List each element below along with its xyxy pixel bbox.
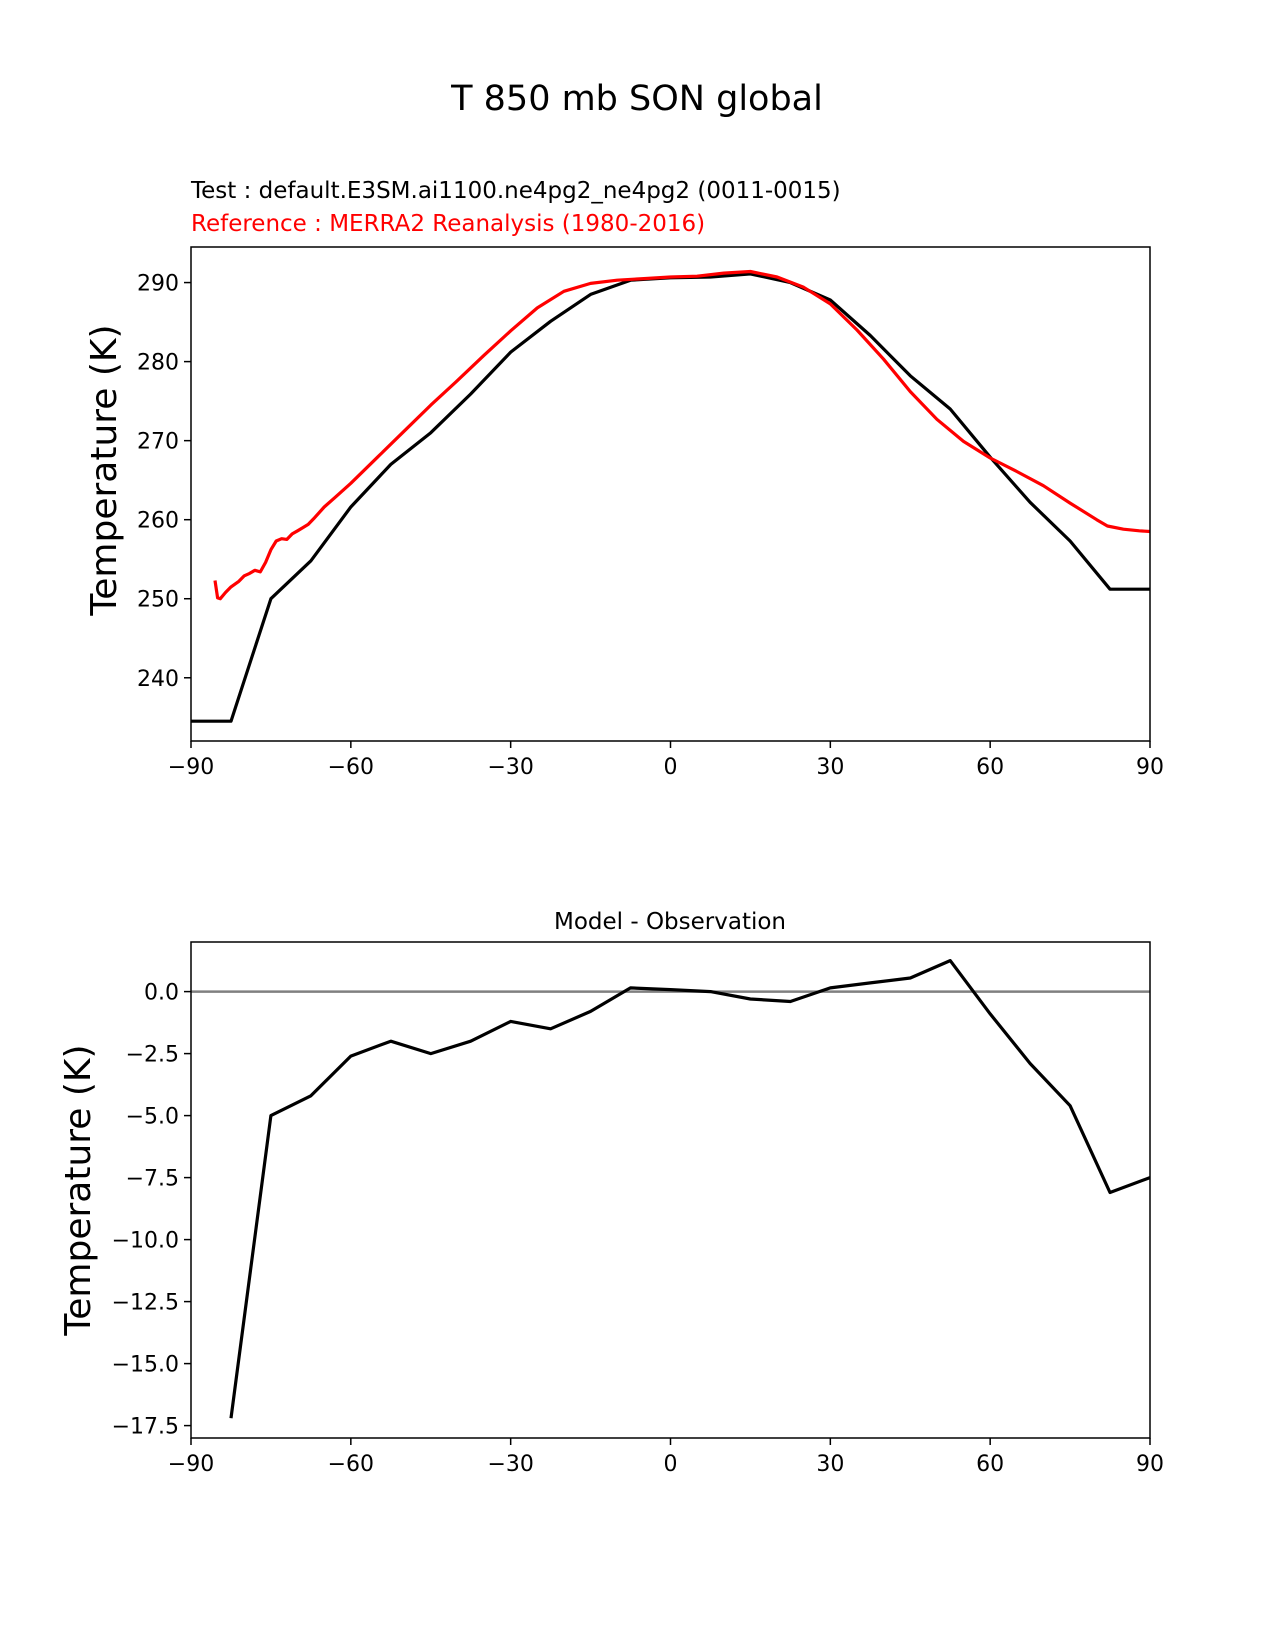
top-x-tick-label: −30 — [487, 755, 533, 780]
top-ticks: −90 −60 −30 0 30 60 90 240 250 260 270 280 290 — [137, 272, 1164, 780]
top-y-tick-label: 250 — [137, 588, 179, 613]
top-y-axis-label: Temperature (K) — [84, 324, 125, 616]
bottom-y-tick-label: 0.0 — [144, 981, 179, 1006]
bottom-x-tick-label: 90 — [1136, 1452, 1164, 1477]
top-x-tick-label: −90 — [168, 755, 214, 780]
top-y-tick-label: 270 — [137, 430, 179, 455]
bottom-series — [191, 958, 1151, 1419]
bottom-x-tick-label: 30 — [816, 1452, 844, 1477]
top-x-tick-label: 0 — [664, 755, 678, 780]
bottom-x-tick-label: −60 — [328, 1452, 374, 1477]
top-y-tick-label: 290 — [137, 272, 179, 297]
bottom-panel: Model - Observation Temperature (K) −90−… — [58, 909, 1164, 1477]
bottom-x-tick-label: 0 — [664, 1452, 678, 1477]
bottom-y-tick-label: −15.0 — [112, 1353, 179, 1378]
top-x-tick-label: 30 — [816, 755, 844, 780]
reference-label: Reference : MERRA2 Reanalysis (1980-2016… — [191, 211, 705, 237]
top-x-tick-label: 90 — [1136, 755, 1164, 780]
bottom-title: Model - Observation — [554, 909, 786, 935]
test-label: Test : default.E3SM.ai1100.ne4pg2_ne4pg2… — [190, 178, 841, 204]
bottom-y-axis-label: Temperature (K) — [58, 1044, 99, 1336]
bottom-y-tick-label: −10.0 — [112, 1229, 179, 1254]
bottom-x-tick-label: 60 — [976, 1452, 1004, 1477]
bottom-series-model-observation-line — [229, 958, 1151, 1419]
top-x-tick-label: −60 — [328, 755, 374, 780]
top-y-tick-label: 260 — [137, 509, 179, 534]
top-series-reference-line — [213, 269, 1151, 601]
top-x-tick-label: 60 — [976, 755, 1004, 780]
figure-suptitle: T 850 mb SON global — [450, 79, 823, 119]
bottom-y-tick-label: −12.5 — [112, 1291, 179, 1316]
bottom-y-tick-label: −5.0 — [126, 1105, 179, 1130]
bottom-x-tick-label: −90 — [168, 1452, 214, 1477]
top-axes-frame — [190, 246, 1151, 742]
bottom-x-tick-label: −30 — [487, 1452, 533, 1477]
bottom-axes-frame — [190, 941, 1151, 1439]
bottom-y-tick-label: −7.5 — [126, 1167, 179, 1192]
bottom-y-tick-label: −2.5 — [126, 1043, 179, 1068]
top-panel: Test : default.E3SM.ai1100.ne4pg2_ne4pg2… — [84, 178, 1164, 780]
top-series — [191, 269, 1151, 723]
bottom-y-tick-label: −17.5 — [112, 1415, 179, 1440]
top-y-tick-label: 240 — [137, 667, 179, 692]
top-y-tick-label: 280 — [137, 351, 179, 376]
bottom-ticks: −90 −60 −30 0 30 60 90 0.0 −2.5 −5.0 −7.5 −10.0 −12.… — [112, 981, 1164, 1477]
